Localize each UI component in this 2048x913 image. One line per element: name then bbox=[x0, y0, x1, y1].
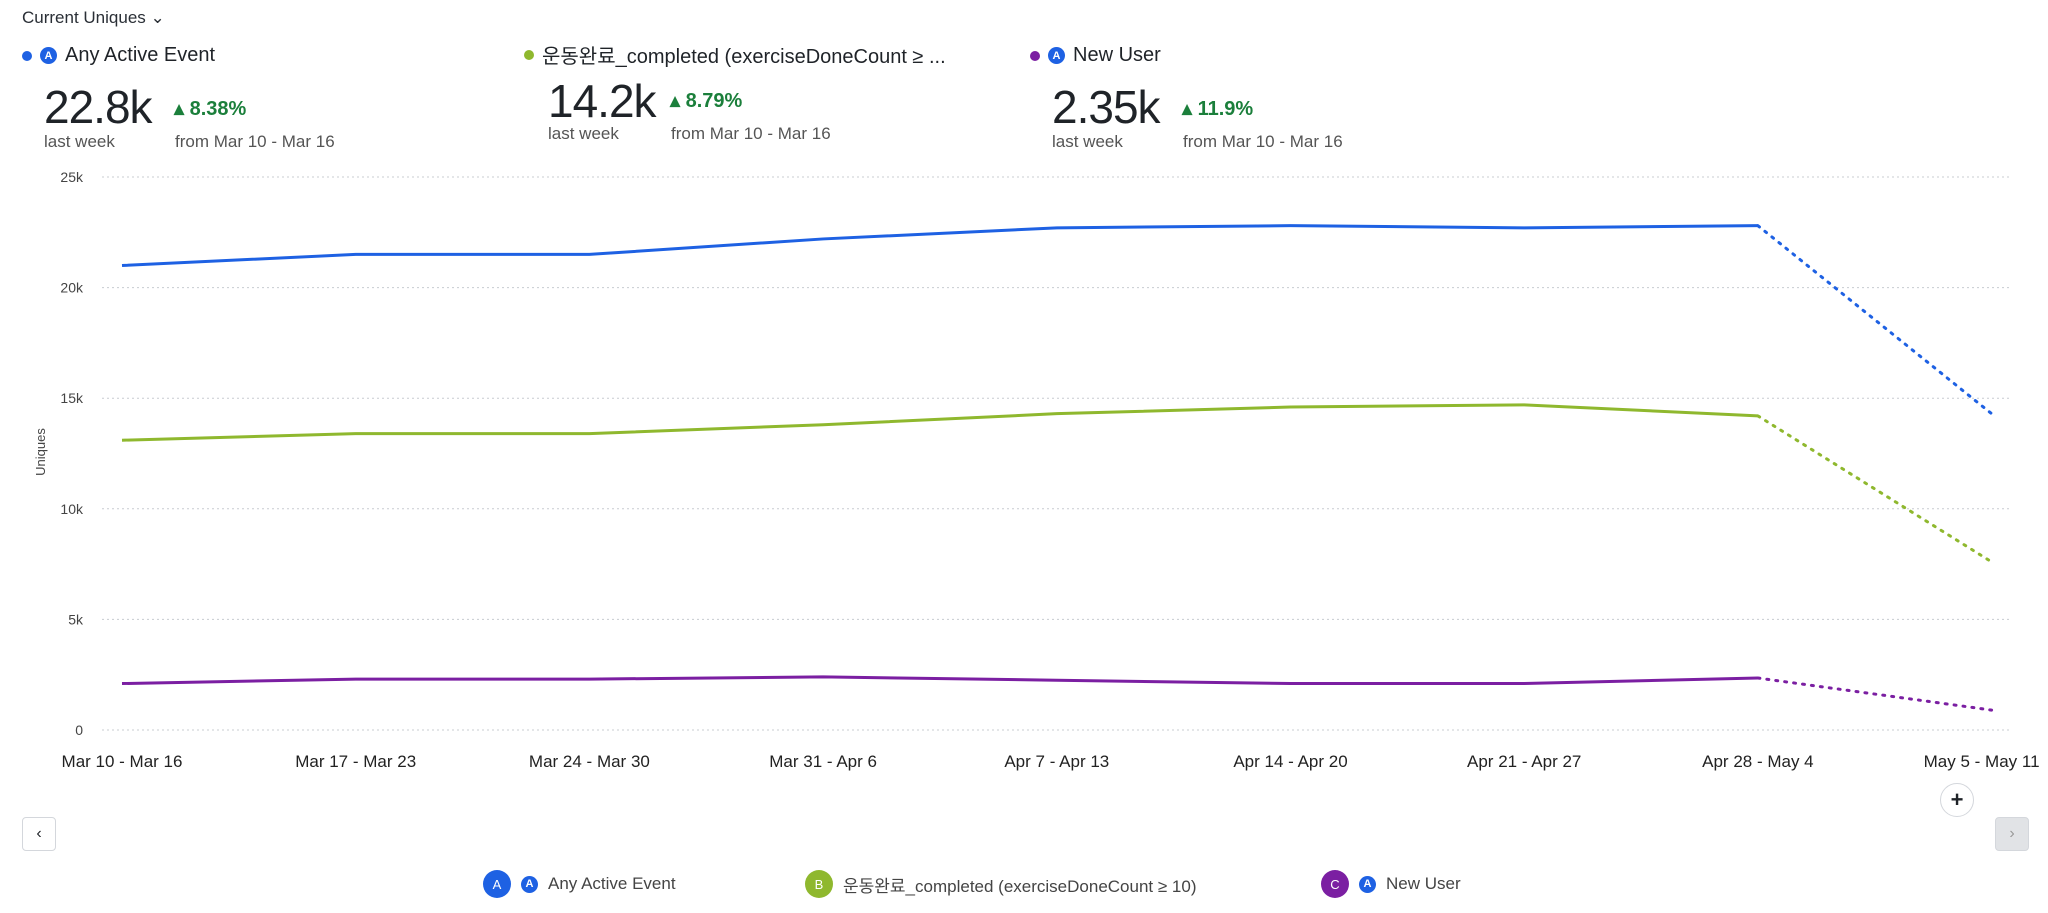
series-incomplete-segment bbox=[1756, 676, 1994, 712]
card-value: 14.2k bbox=[548, 75, 657, 127]
series-line bbox=[121, 224, 1758, 267]
y-tick-label: 25k bbox=[60, 169, 84, 185]
summary-card-c: A New User 2.35k ▴ 11.9% last week from M… bbox=[1030, 44, 1450, 154]
amplitude-icon: A bbox=[521, 875, 538, 893]
add-button[interactable]: + bbox=[1940, 783, 1974, 817]
x-tick-label: Mar 17 - Mar 23 bbox=[295, 752, 416, 771]
y-tick-label: 15k bbox=[60, 390, 84, 406]
x-tick-label: Apr 7 - Apr 13 bbox=[1004, 752, 1109, 771]
series-dot bbox=[524, 49, 534, 60]
legend-item-b[interactable]: B 운동완료_completed (exerciseDoneCount ≥ 10) bbox=[805, 870, 1197, 898]
y-tick-label: 0 bbox=[75, 722, 83, 738]
scroll-left-button[interactable]: ‹ bbox=[22, 817, 56, 851]
x-tick-label: Apr 28 - May 4 bbox=[1702, 752, 1814, 771]
summary-card-b: 운동완료_completed (exerciseDoneCount ≥ ... … bbox=[524, 44, 1004, 154]
amplitude-icon: A bbox=[1359, 875, 1376, 893]
y-axis-label: Uniques bbox=[33, 428, 48, 476]
card-value: 22.8k bbox=[44, 81, 153, 133]
legend-item-c[interactable]: C A New User bbox=[1321, 870, 1461, 898]
series-dot bbox=[22, 50, 32, 61]
series-line bbox=[121, 403, 1758, 442]
card-change: ▴ 11.9% bbox=[1182, 98, 1254, 120]
chevron-down-icon: ⌄ bbox=[150, 8, 165, 27]
card-change: ▴ 8.38% bbox=[174, 98, 247, 120]
y-tick-label: 10k bbox=[60, 501, 84, 517]
series-dot bbox=[1030, 50, 1040, 61]
x-tick-label: Apr 14 - Apr 20 bbox=[1233, 752, 1347, 771]
x-tick-label: Mar 24 - Mar 30 bbox=[529, 752, 650, 771]
x-tick-label: Mar 10 - Mar 16 bbox=[62, 752, 183, 771]
scroll-right-button[interactable]: › bbox=[1995, 817, 2029, 851]
summary-card-a: A Any Active Event 22.8k ▴ 8.38% last wee… bbox=[22, 44, 442, 154]
x-tick-label: Apr 21 - Apr 27 bbox=[1467, 752, 1581, 771]
amplitude-icon: A bbox=[1048, 47, 1065, 64]
series-incomplete-segment bbox=[1756, 224, 1994, 416]
amplitude-icon: A bbox=[40, 47, 57, 64]
x-tick-label: May 5 - May 11 bbox=[1924, 752, 2040, 771]
series-line bbox=[121, 675, 1758, 686]
card-change: ▴ 8.79% bbox=[670, 90, 743, 112]
y-tick-label: 5k bbox=[68, 611, 84, 627]
x-tick-label: Mar 31 - Apr 6 bbox=[769, 752, 877, 771]
series-incomplete-segment bbox=[1756, 414, 1994, 564]
card-value: 2.35k bbox=[1052, 81, 1161, 133]
y-tick-label: 20k bbox=[60, 280, 84, 296]
metric-select[interactable]: Current Uniques ⌄ bbox=[22, 8, 165, 27]
legend-item-a[interactable]: A A Any Active Event bbox=[483, 870, 676, 898]
